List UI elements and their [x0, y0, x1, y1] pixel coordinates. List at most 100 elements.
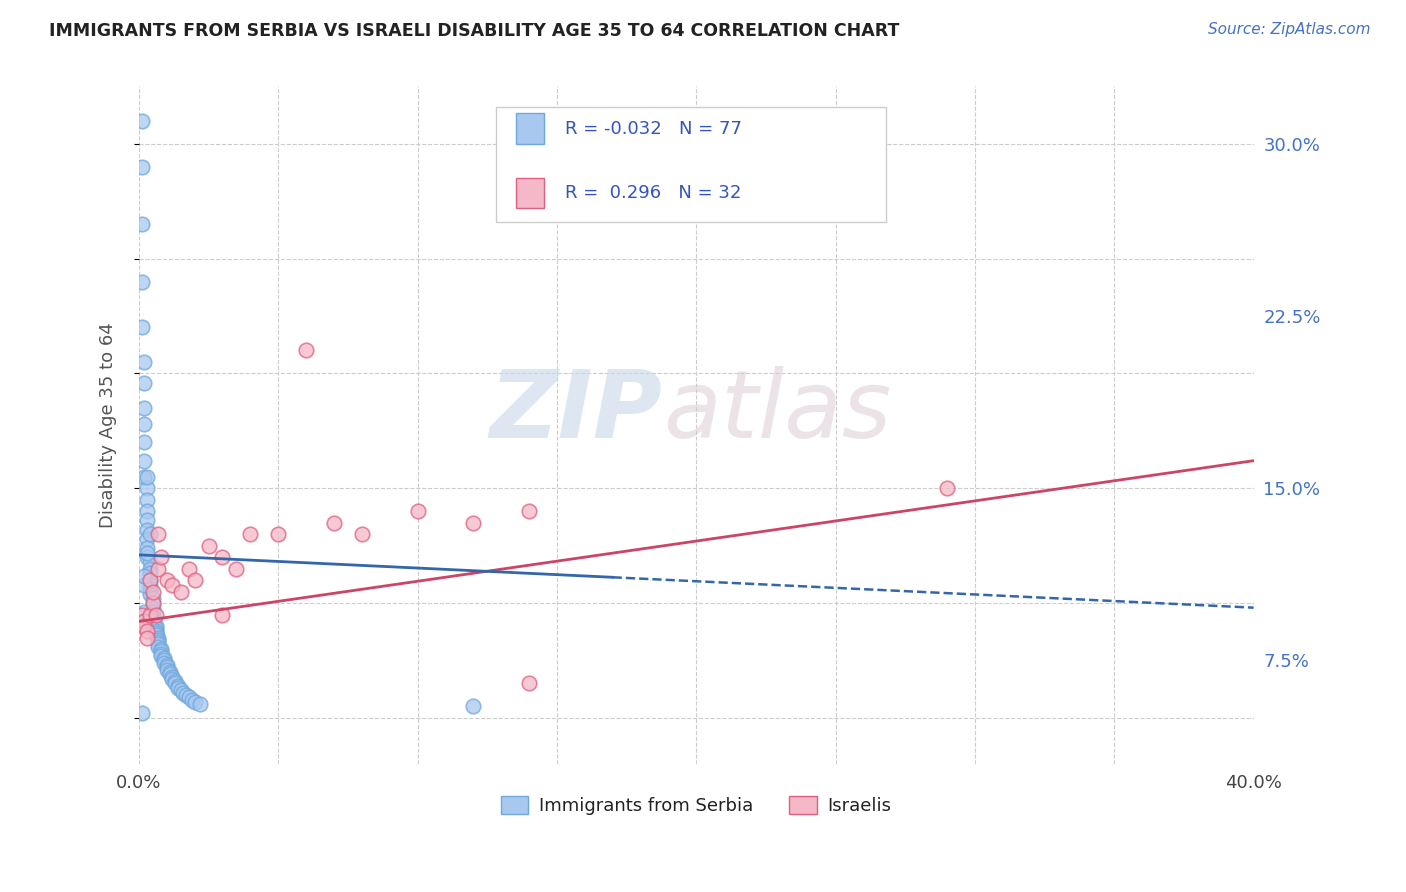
- Point: [177, 690, 200, 705]
- Text: Source: ZipAtlas.com: Source: ZipAtlas.com: [1208, 22, 1371, 37]
- Point: [134, 417, 156, 431]
- Point: [167, 679, 190, 693]
- Point: [145, 607, 167, 622]
- Point: [153, 656, 176, 670]
- Point: [136, 504, 159, 518]
- Point: [156, 663, 179, 677]
- Point: [188, 697, 211, 711]
- Point: [139, 527, 162, 541]
- Point: [134, 615, 156, 629]
- Point: [153, 653, 176, 667]
- Point: [150, 644, 173, 658]
- Point: [463, 699, 485, 714]
- Point: [142, 605, 165, 619]
- Point: [131, 160, 153, 174]
- Point: [406, 504, 429, 518]
- Point: [517, 676, 540, 690]
- Point: [170, 584, 193, 599]
- Point: [211, 607, 233, 622]
- Point: [136, 469, 159, 483]
- Bar: [516, 113, 544, 144]
- Text: ZIP: ZIP: [489, 366, 662, 458]
- Point: [180, 692, 202, 706]
- Point: [197, 539, 219, 553]
- Point: [134, 376, 156, 390]
- Point: [131, 607, 153, 622]
- Point: [142, 584, 165, 599]
- Point: [142, 596, 165, 610]
- Point: [148, 640, 170, 654]
- Point: [183, 695, 205, 709]
- Point: [150, 642, 173, 657]
- Point: [145, 619, 167, 633]
- Point: [145, 626, 167, 640]
- FancyBboxPatch shape: [495, 107, 886, 222]
- Point: [295, 343, 318, 358]
- Point: [148, 561, 170, 575]
- Point: [150, 550, 173, 565]
- Point: [172, 685, 194, 699]
- Point: [139, 577, 162, 591]
- Point: [136, 481, 159, 495]
- Point: [136, 550, 159, 565]
- Point: [136, 492, 159, 507]
- Point: [134, 469, 156, 483]
- Point: [131, 706, 153, 721]
- Point: [131, 217, 153, 231]
- Point: [153, 651, 176, 665]
- Point: [134, 577, 156, 591]
- Point: [142, 600, 165, 615]
- Point: [148, 527, 170, 541]
- Point: [139, 561, 162, 575]
- Text: IMMIGRANTS FROM SERBIA VS ISRAELI DISABILITY AGE 35 TO 64 CORRELATION CHART: IMMIGRANTS FROM SERBIA VS ISRAELI DISABI…: [49, 22, 900, 40]
- Point: [134, 453, 156, 467]
- Point: [136, 513, 159, 527]
- Point: [145, 628, 167, 642]
- Point: [174, 688, 197, 702]
- Point: [131, 320, 153, 334]
- Point: [136, 523, 159, 537]
- Point: [159, 665, 181, 679]
- Point: [936, 481, 959, 495]
- Point: [225, 561, 247, 575]
- Point: [156, 660, 179, 674]
- Point: [134, 619, 156, 633]
- Point: [162, 672, 184, 686]
- Point: [136, 545, 159, 559]
- Point: [167, 681, 190, 695]
- Y-axis label: Disability Age 35 to 64: Disability Age 35 to 64: [100, 322, 117, 528]
- Point: [239, 527, 262, 541]
- Point: [177, 561, 200, 575]
- Point: [136, 541, 159, 555]
- Point: [145, 621, 167, 635]
- Point: [134, 401, 156, 415]
- Point: [139, 555, 162, 569]
- Point: [165, 676, 187, 690]
- Point: [136, 624, 159, 638]
- Point: [142, 591, 165, 606]
- Point: [134, 605, 156, 619]
- Point: [156, 658, 179, 673]
- Point: [148, 635, 170, 649]
- Point: [139, 573, 162, 587]
- Point: [134, 615, 156, 629]
- Point: [463, 516, 485, 530]
- Point: [148, 637, 170, 651]
- Legend: Immigrants from Serbia, Israelis: Immigrants from Serbia, Israelis: [494, 789, 898, 822]
- Point: [142, 596, 165, 610]
- Point: [159, 667, 181, 681]
- Point: [183, 573, 205, 587]
- Point: [131, 113, 153, 128]
- Point: [139, 566, 162, 581]
- Point: [142, 610, 165, 624]
- Bar: [516, 178, 544, 209]
- Text: R =  0.296   N = 32: R = 0.296 N = 32: [565, 185, 741, 202]
- Point: [517, 504, 540, 518]
- Point: [134, 568, 156, 582]
- Point: [211, 550, 233, 565]
- Point: [136, 532, 159, 546]
- Point: [139, 587, 162, 601]
- Text: R = -0.032   N = 77: R = -0.032 N = 77: [565, 120, 742, 138]
- Point: [170, 683, 193, 698]
- Point: [156, 573, 179, 587]
